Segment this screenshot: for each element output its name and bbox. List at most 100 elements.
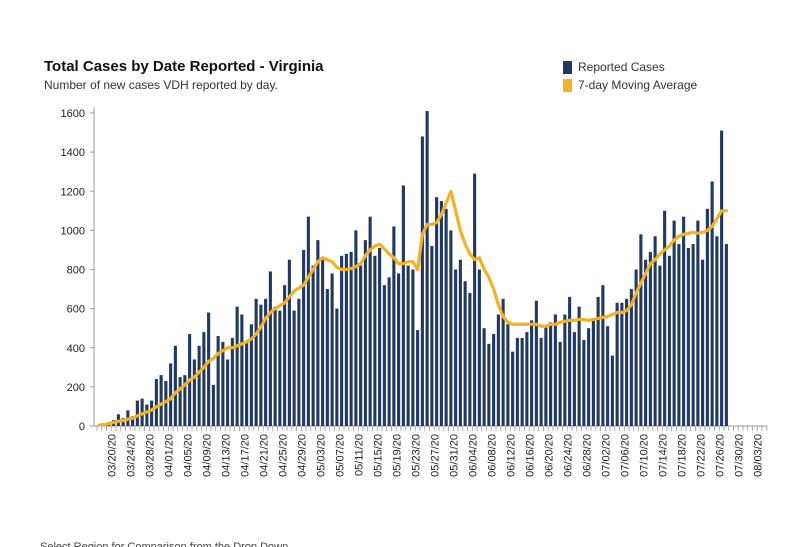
bar[interactable] bbox=[577, 306, 581, 426]
bar[interactable] bbox=[378, 247, 382, 426]
bar[interactable] bbox=[340, 255, 344, 426]
bar[interactable] bbox=[387, 277, 391, 426]
bar[interactable] bbox=[135, 400, 139, 426]
bar[interactable] bbox=[653, 236, 657, 426]
bar[interactable] bbox=[520, 337, 524, 426]
bar[interactable] bbox=[511, 351, 515, 426]
bar[interactable] bbox=[316, 240, 320, 426]
legend-item-moving-average[interactable]: 7-day Moving Average bbox=[563, 76, 697, 94]
bar[interactable] bbox=[392, 226, 396, 426]
bar[interactable] bbox=[568, 296, 572, 426]
bar[interactable] bbox=[145, 404, 149, 426]
bar[interactable] bbox=[601, 285, 605, 426]
bar[interactable] bbox=[648, 251, 652, 426]
bar[interactable] bbox=[444, 208, 448, 426]
bar[interactable] bbox=[715, 236, 719, 426]
bar[interactable] bbox=[292, 310, 296, 426]
bar[interactable] bbox=[449, 230, 453, 426]
bar[interactable] bbox=[131, 416, 135, 426]
bar[interactable] bbox=[235, 306, 239, 426]
bar[interactable] bbox=[454, 269, 458, 427]
bar[interactable] bbox=[534, 300, 538, 426]
bar[interactable] bbox=[615, 302, 619, 426]
bar[interactable] bbox=[525, 332, 529, 426]
bar[interactable] bbox=[558, 341, 562, 426]
bar[interactable] bbox=[159, 375, 163, 426]
bar[interactable] bbox=[515, 337, 519, 426]
bar[interactable] bbox=[439, 201, 443, 426]
bar[interactable] bbox=[596, 296, 600, 426]
bar[interactable] bbox=[663, 210, 667, 426]
bar[interactable] bbox=[677, 244, 681, 426]
bar[interactable] bbox=[477, 269, 481, 427]
moving-average-line[interactable] bbox=[97, 189, 728, 427]
bar[interactable] bbox=[430, 246, 434, 426]
bar[interactable] bbox=[672, 220, 676, 426]
bar[interactable] bbox=[354, 230, 358, 426]
bar[interactable] bbox=[363, 240, 367, 426]
bar[interactable] bbox=[306, 216, 310, 426]
bar[interactable] bbox=[254, 298, 258, 426]
bar[interactable] bbox=[164, 381, 168, 426]
bar[interactable] bbox=[506, 324, 510, 426]
bar[interactable] bbox=[530, 320, 534, 426]
bar[interactable] bbox=[264, 298, 268, 426]
bar[interactable] bbox=[587, 328, 591, 426]
bar[interactable] bbox=[686, 247, 690, 426]
bar[interactable] bbox=[406, 265, 410, 426]
bar[interactable] bbox=[197, 345, 201, 426]
bar[interactable] bbox=[539, 337, 543, 426]
bar[interactable] bbox=[278, 310, 282, 426]
bar[interactable] bbox=[682, 216, 686, 426]
bar[interactable] bbox=[553, 314, 557, 426]
bar[interactable] bbox=[249, 324, 253, 426]
bar[interactable] bbox=[268, 271, 272, 426]
bar[interactable] bbox=[639, 234, 643, 426]
bar[interactable] bbox=[724, 244, 728, 426]
bar[interactable] bbox=[192, 359, 196, 426]
bar[interactable] bbox=[487, 343, 491, 426]
bar[interactable] bbox=[701, 259, 705, 426]
bar[interactable] bbox=[705, 208, 709, 426]
bar[interactable] bbox=[401, 185, 405, 426]
bar[interactable] bbox=[344, 253, 348, 426]
bar[interactable] bbox=[382, 285, 386, 426]
bar[interactable] bbox=[349, 251, 353, 426]
bar[interactable] bbox=[287, 259, 291, 426]
bar[interactable] bbox=[154, 379, 158, 426]
bar[interactable] bbox=[259, 304, 263, 426]
bar[interactable] bbox=[591, 318, 595, 426]
bar[interactable] bbox=[629, 289, 633, 426]
bar[interactable] bbox=[658, 265, 662, 426]
bar[interactable] bbox=[245, 341, 249, 426]
bar[interactable] bbox=[283, 285, 287, 426]
bar[interactable] bbox=[501, 298, 505, 426]
bar[interactable] bbox=[496, 314, 500, 426]
bar[interactable] bbox=[582, 339, 586, 426]
bar[interactable] bbox=[297, 298, 301, 426]
bar[interactable] bbox=[420, 136, 424, 426]
bar[interactable] bbox=[710, 181, 714, 426]
bar[interactable] bbox=[330, 273, 334, 426]
bar[interactable] bbox=[216, 336, 220, 426]
bar[interactable] bbox=[620, 302, 624, 426]
bar[interactable] bbox=[458, 259, 462, 426]
bar[interactable] bbox=[226, 359, 230, 426]
bar[interactable] bbox=[325, 289, 329, 426]
bar[interactable] bbox=[368, 216, 372, 426]
bar[interactable] bbox=[634, 269, 638, 427]
bar[interactable] bbox=[606, 326, 610, 426]
bar[interactable] bbox=[173, 345, 177, 426]
bar[interactable] bbox=[610, 355, 614, 426]
bar[interactable] bbox=[625, 298, 629, 426]
bar[interactable] bbox=[240, 314, 244, 426]
bar[interactable] bbox=[321, 259, 325, 426]
bar[interactable] bbox=[397, 273, 401, 426]
bar[interactable] bbox=[230, 337, 234, 426]
bar[interactable] bbox=[169, 363, 173, 426]
bar[interactable] bbox=[335, 308, 339, 426]
bar[interactable] bbox=[644, 259, 648, 426]
legend-item-reported-cases[interactable]: Reported Cases bbox=[563, 58, 697, 76]
bar[interactable] bbox=[416, 330, 420, 426]
bar[interactable] bbox=[572, 332, 576, 426]
